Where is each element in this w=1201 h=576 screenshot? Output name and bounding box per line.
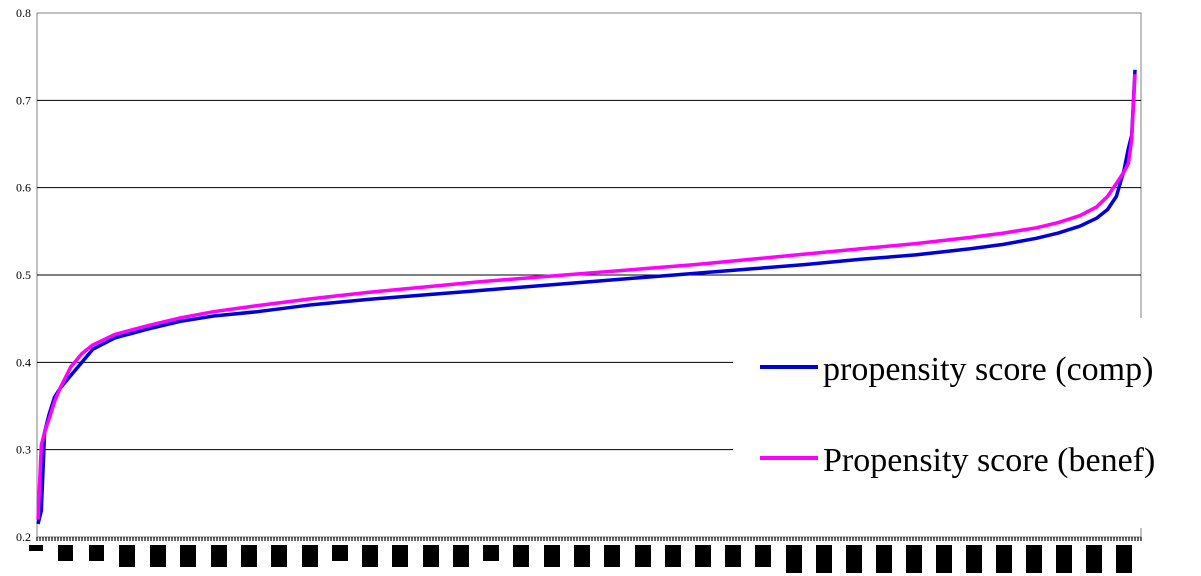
x-tick-label-block bbox=[816, 545, 832, 573]
y-tick-label: 0.2 bbox=[16, 530, 31, 544]
legend: propensity score (comp) Propensity score… bbox=[733, 318, 1201, 528]
x-tick-label-block bbox=[966, 545, 982, 573]
x-tick-label-block bbox=[362, 545, 378, 567]
x-tick-label-block bbox=[665, 545, 681, 567]
y-tick-label: 0.4 bbox=[16, 355, 31, 369]
x-tick-label-block bbox=[604, 545, 620, 567]
x-tick-label-block bbox=[392, 545, 408, 567]
legend-label-benef: Propensity score (benef) bbox=[823, 442, 1155, 479]
x-tick-label-block bbox=[1056, 545, 1072, 573]
x-tick-label-block bbox=[211, 545, 227, 567]
y-tick-label: 0.8 bbox=[16, 6, 31, 20]
x-tick-label-block bbox=[876, 545, 892, 573]
x-tick-label-block bbox=[695, 545, 711, 567]
y-tick-label: 0.6 bbox=[16, 181, 31, 195]
x-tick-label-block bbox=[453, 545, 469, 567]
x-tick-label-block bbox=[906, 545, 922, 573]
x-tick-label-block bbox=[786, 545, 802, 573]
x-tick-label-block bbox=[1116, 545, 1132, 573]
x-tick-label-block bbox=[1026, 545, 1042, 573]
y-tick-label: 0.5 bbox=[16, 268, 31, 282]
legend-label-comp: propensity score (comp) bbox=[823, 351, 1153, 388]
x-tick-label-block bbox=[846, 545, 862, 573]
x-tick-label-block bbox=[271, 545, 287, 567]
series-line-benef bbox=[36, 74, 1137, 520]
y-axis-tick-labels: 0.2 0.3 0.4 0.5 0.6 0.7 0.8 bbox=[16, 6, 31, 544]
x-tick-label-block bbox=[423, 545, 439, 567]
x-tick-label-block bbox=[29, 545, 43, 551]
x-tick-label-block bbox=[755, 545, 771, 567]
y-tick-label: 0.3 bbox=[16, 443, 31, 457]
x-tick-label-block bbox=[332, 545, 348, 561]
x-axis-tick-marks bbox=[36, 537, 1142, 541]
x-tick-label-block bbox=[241, 545, 257, 567]
x-tick-label-block bbox=[574, 545, 590, 567]
series-line-comp bbox=[36, 69, 1137, 525]
x-tick-label-block bbox=[513, 545, 529, 567]
x-tick-label-block bbox=[58, 545, 73, 561]
x-tick-label-block bbox=[302, 545, 318, 567]
x-tick-label-block bbox=[635, 545, 651, 567]
x-tick-label-block bbox=[725, 545, 741, 567]
x-axis-tick-labels bbox=[29, 545, 1132, 573]
x-tick-label-block bbox=[996, 545, 1012, 573]
x-tick-label-block bbox=[1086, 545, 1102, 573]
x-tick-label-block bbox=[936, 545, 952, 573]
x-tick-label-block bbox=[119, 545, 135, 567]
y-tick-label: 0.7 bbox=[16, 93, 31, 107]
legend-box bbox=[733, 318, 1201, 528]
series-lines bbox=[36, 69, 1137, 525]
x-tick-label-block bbox=[89, 545, 104, 561]
x-tick-label-block bbox=[180, 545, 196, 567]
x-tick-label-block bbox=[150, 545, 166, 567]
x-tick-label-block bbox=[544, 545, 560, 567]
x-tick-label-block bbox=[483, 545, 499, 561]
